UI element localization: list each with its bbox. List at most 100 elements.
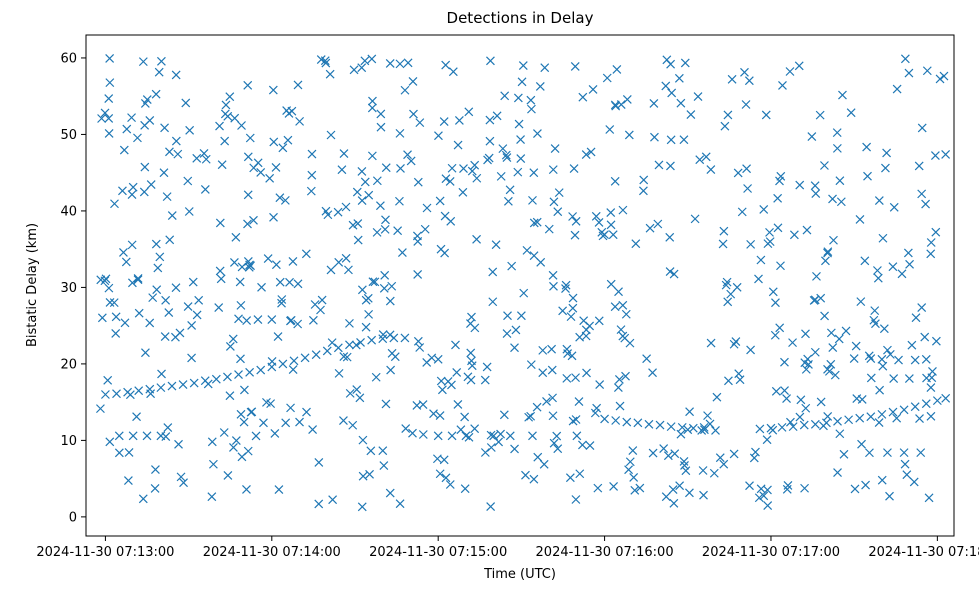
data-point bbox=[911, 313, 921, 323]
data-point bbox=[146, 389, 156, 399]
data-point bbox=[436, 244, 446, 254]
data-point bbox=[127, 113, 136, 123]
data-point bbox=[600, 414, 610, 424]
y-tick-label: 40 bbox=[60, 204, 77, 219]
data-point bbox=[171, 283, 181, 293]
y-tick-label: 60 bbox=[60, 51, 77, 66]
data-point bbox=[387, 281, 397, 291]
data-point bbox=[306, 186, 316, 196]
data-point bbox=[365, 469, 374, 479]
data-point bbox=[510, 343, 519, 353]
data-point bbox=[378, 330, 388, 339]
data-point bbox=[485, 115, 495, 125]
data-point bbox=[379, 461, 389, 470]
data-point bbox=[133, 133, 142, 143]
data-point bbox=[387, 348, 397, 358]
data-point bbox=[161, 295, 171, 305]
data-point bbox=[142, 431, 152, 441]
data-point bbox=[892, 413, 902, 423]
data-point bbox=[128, 182, 138, 192]
data-point bbox=[488, 267, 498, 277]
data-point bbox=[381, 163, 391, 173]
data-point bbox=[835, 176, 845, 186]
data-point bbox=[353, 219, 363, 228]
data-point bbox=[364, 309, 374, 319]
data-point bbox=[703, 411, 712, 421]
data-point bbox=[288, 365, 298, 374]
data-point bbox=[795, 180, 805, 190]
data-point bbox=[574, 397, 584, 406]
data-point bbox=[914, 161, 924, 171]
data-point bbox=[719, 459, 729, 469]
data-point bbox=[175, 328, 185, 338]
data-point bbox=[877, 475, 887, 485]
data-point bbox=[850, 484, 860, 494]
data-point bbox=[152, 285, 162, 295]
data-point bbox=[356, 338, 365, 347]
data-point bbox=[371, 372, 381, 382]
data-point bbox=[889, 202, 899, 212]
data-point bbox=[459, 164, 468, 174]
data-point bbox=[877, 409, 887, 419]
data-point bbox=[650, 132, 659, 142]
data-point bbox=[114, 448, 124, 458]
data-point bbox=[568, 303, 578, 313]
data-point bbox=[618, 331, 628, 341]
data-point bbox=[339, 352, 349, 361]
data-point bbox=[768, 287, 778, 297]
data-point bbox=[614, 375, 624, 384]
data-point bbox=[598, 231, 608, 241]
data-point bbox=[882, 148, 892, 158]
data-point bbox=[915, 414, 924, 423]
data-point bbox=[328, 495, 338, 505]
data-point bbox=[293, 279, 303, 289]
data-point bbox=[830, 370, 840, 380]
data-point bbox=[931, 336, 941, 346]
data-points bbox=[96, 54, 951, 512]
data-point bbox=[413, 177, 423, 187]
data-point bbox=[649, 99, 659, 108]
data-point bbox=[526, 411, 536, 421]
data-point bbox=[491, 240, 501, 250]
data-point bbox=[591, 211, 601, 221]
data-point bbox=[217, 160, 227, 170]
data-point bbox=[926, 238, 936, 247]
data-point bbox=[231, 436, 241, 446]
data-point bbox=[605, 125, 615, 134]
y-axis: 0 10 20 30 40 50 60 bbox=[60, 51, 86, 525]
data-point bbox=[360, 56, 370, 66]
data-point bbox=[221, 100, 231, 110]
data-point bbox=[699, 490, 708, 500]
chart-title: Detections in Delay bbox=[447, 9, 594, 27]
data-point bbox=[519, 288, 529, 298]
data-point bbox=[606, 208, 616, 218]
data-point bbox=[829, 235, 838, 245]
data-point bbox=[200, 185, 210, 194]
data-point bbox=[101, 274, 111, 284]
x-axis-title: Time (UTC) bbox=[483, 567, 556, 582]
data-point bbox=[782, 484, 792, 494]
data-point bbox=[156, 383, 166, 393]
data-point bbox=[709, 468, 719, 478]
data-point bbox=[127, 190, 137, 199]
data-point bbox=[841, 326, 851, 336]
x-tick-label: 2024-11-30 07:18:00 bbox=[868, 545, 979, 560]
data-point bbox=[785, 67, 795, 76]
data-point bbox=[295, 417, 304, 427]
data-point bbox=[838, 90, 847, 100]
data-point bbox=[917, 123, 927, 133]
data-point bbox=[746, 239, 756, 249]
data-point bbox=[311, 350, 321, 360]
data-point bbox=[439, 455, 449, 465]
data-point bbox=[109, 298, 119, 308]
data-point bbox=[812, 271, 821, 281]
data-point bbox=[788, 338, 797, 348]
data-point bbox=[633, 418, 643, 428]
data-point bbox=[590, 408, 600, 418]
data-point bbox=[125, 390, 135, 400]
data-point bbox=[683, 425, 693, 435]
data-point bbox=[148, 293, 158, 303]
data-point bbox=[894, 355, 903, 365]
data-point bbox=[156, 56, 166, 66]
